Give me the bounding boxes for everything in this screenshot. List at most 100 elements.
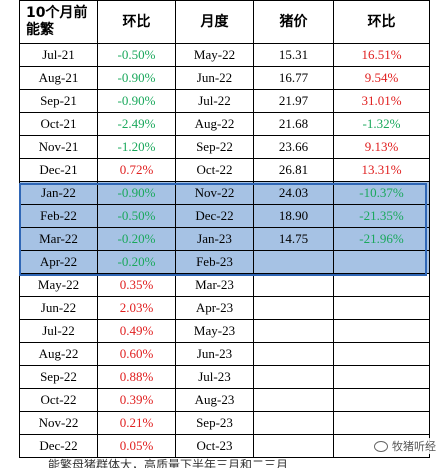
cell-sow-mom: 0.88%	[97, 365, 176, 389]
cell-sow-mom: -0.50%	[97, 204, 176, 228]
table-row: Dec-21 0.72% Oct-22 26.81 13.31%	[19, 158, 430, 182]
table-row: Jul-22 0.49% May-23	[19, 319, 430, 343]
cell-pig-price	[253, 388, 334, 412]
cell-sow-month: Oct-21	[19, 112, 98, 136]
cell-sow-mom: 0.60%	[97, 342, 176, 366]
cell-sow-mom: 0.49%	[97, 319, 176, 343]
header-sow-10m-ago: 10个月前能繁	[19, 0, 98, 44]
cell-month: Jan-23	[175, 227, 254, 251]
table-header-row: 10个月前能繁 环比 月度 猪价 环比	[19, 0, 430, 44]
table-row: May-22 0.35% Mar-23	[19, 273, 430, 297]
cell-pig-price	[253, 296, 334, 320]
cell-price-mom: -21.96%	[333, 227, 430, 251]
cell-pig-price: 14.75	[253, 227, 334, 251]
cell-month: Oct-22	[175, 158, 254, 182]
cell-sow-month: Mar-22	[19, 227, 98, 251]
cell-month: Sep-23	[175, 411, 254, 435]
cell-price-mom	[333, 250, 430, 274]
cell-sow-month: Nov-22	[19, 411, 98, 435]
cell-sow-mom: -1.20%	[97, 135, 176, 159]
cell-pig-price: 15.31	[253, 43, 334, 67]
table-row: Nov-22 0.21% Sep-23	[19, 411, 430, 435]
cell-month: Feb-23	[175, 250, 254, 274]
cell-sow-month: Apr-22	[19, 250, 98, 274]
cell-sow-month: Dec-22	[19, 434, 98, 458]
cell-sow-month: Nov-21	[19, 135, 98, 159]
cell-sow-mom: -0.90%	[97, 66, 176, 90]
cell-price-mom: 16.51%	[333, 43, 430, 67]
cell-price-mom	[333, 411, 430, 435]
cell-sow-month: Dec-21	[19, 158, 98, 182]
cell-month: Jul-23	[175, 365, 254, 389]
cell-month: May-22	[175, 43, 254, 67]
cell-sow-mom: -0.20%	[97, 227, 176, 251]
cell-sow-mom: 2.03%	[97, 296, 176, 320]
cell-month: Sep-22	[175, 135, 254, 159]
cell-pig-price	[253, 342, 334, 366]
cell-pig-price	[253, 250, 334, 274]
cell-month: Oct-23	[175, 434, 254, 458]
cell-month: Dec-22	[175, 204, 254, 228]
table-row: Sep-21 -0.90% Jul-22 21.97 31.01%	[19, 89, 430, 113]
table-row: Sep-22 0.88% Jul-23	[19, 365, 430, 389]
cell-sow-mom: 0.05%	[97, 434, 176, 458]
cell-sow-month: Feb-22	[19, 204, 98, 228]
cell-pig-price: 18.90	[253, 204, 334, 228]
watermark: 牧猪听经	[374, 438, 436, 454]
cell-sow-month: Aug-21	[19, 66, 98, 90]
cell-month: Nov-22	[175, 181, 254, 205]
cell-month: Aug-22	[175, 112, 254, 136]
table-row: Oct-21 -2.49% Aug-22 21.68 -1.32%	[19, 112, 430, 136]
cell-sow-month: Jul-22	[19, 319, 98, 343]
cell-sow-month: Jan-22	[19, 181, 98, 205]
cell-sow-month: Jun-22	[19, 296, 98, 320]
cell-pig-price: 23.66	[253, 135, 334, 159]
wechat-icon	[374, 440, 388, 452]
header-pig-price: 猪价	[253, 0, 334, 44]
cell-pig-price	[253, 365, 334, 389]
cell-sow-month: Sep-22	[19, 365, 98, 389]
header-mom-1: 环比	[97, 0, 176, 44]
cell-sow-month: Aug-22	[19, 342, 98, 366]
table-row: Jan-22 -0.90% Nov-22 24.03 -10.37%	[19, 181, 430, 205]
cell-price-mom: -21.35%	[333, 204, 430, 228]
cell-price-mom: 13.31%	[333, 158, 430, 182]
cell-price-mom	[333, 296, 430, 320]
cell-sow-mom: -0.50%	[97, 43, 176, 67]
cell-sow-mom: -0.20%	[97, 250, 176, 274]
cell-pig-price	[253, 434, 334, 458]
cell-sow-mom: -0.90%	[97, 89, 176, 113]
cell-pig-price: 16.77	[253, 66, 334, 90]
cell-price-mom: 9.13%	[333, 135, 430, 159]
cell-sow-mom: -2.49%	[97, 112, 176, 136]
table-row: Aug-22 0.60% Jun-23	[19, 342, 430, 366]
watermark-text: 牧猪听经	[392, 440, 436, 453]
cell-sow-month: Sep-21	[19, 89, 98, 113]
cell-pig-price	[253, 319, 334, 343]
cell-month: Apr-23	[175, 296, 254, 320]
cell-sow-mom: 0.35%	[97, 273, 176, 297]
cell-pig-price	[253, 273, 334, 297]
cell-sow-mom: 0.39%	[97, 388, 176, 412]
cell-pig-price	[253, 411, 334, 435]
table-row: Aug-21 -0.90% Jun-22 16.77 9.54%	[19, 66, 430, 90]
table-row: Dec-22 0.05% Oct-23	[19, 434, 430, 458]
cell-price-mom	[333, 273, 430, 297]
cell-sow-mom: 0.21%	[97, 411, 176, 435]
caption-text: 能繁母猪群体大，高质量下半年三月和二三月	[48, 458, 289, 468]
cell-pig-price: 24.03	[253, 181, 334, 205]
table-row: Feb-22 -0.50% Dec-22 18.90 -21.35%	[19, 204, 430, 228]
cell-price-mom: -10.37%	[333, 181, 430, 205]
cell-price-mom	[333, 342, 430, 366]
cell-price-mom	[333, 365, 430, 389]
table-row: Nov-21 -1.20% Sep-22 23.66 9.13%	[19, 135, 430, 159]
table-row: Apr-22 -0.20% Feb-23	[19, 250, 430, 274]
table-row: Jun-22 2.03% Apr-23	[19, 296, 430, 320]
cell-price-mom	[333, 388, 430, 412]
cell-price-mom: 9.54%	[333, 66, 430, 90]
cell-month: Mar-23	[175, 273, 254, 297]
cell-sow-month: May-22	[19, 273, 98, 297]
cell-price-mom: -1.32%	[333, 112, 430, 136]
cell-month: Jul-22	[175, 89, 254, 113]
cell-month: Jun-23	[175, 342, 254, 366]
